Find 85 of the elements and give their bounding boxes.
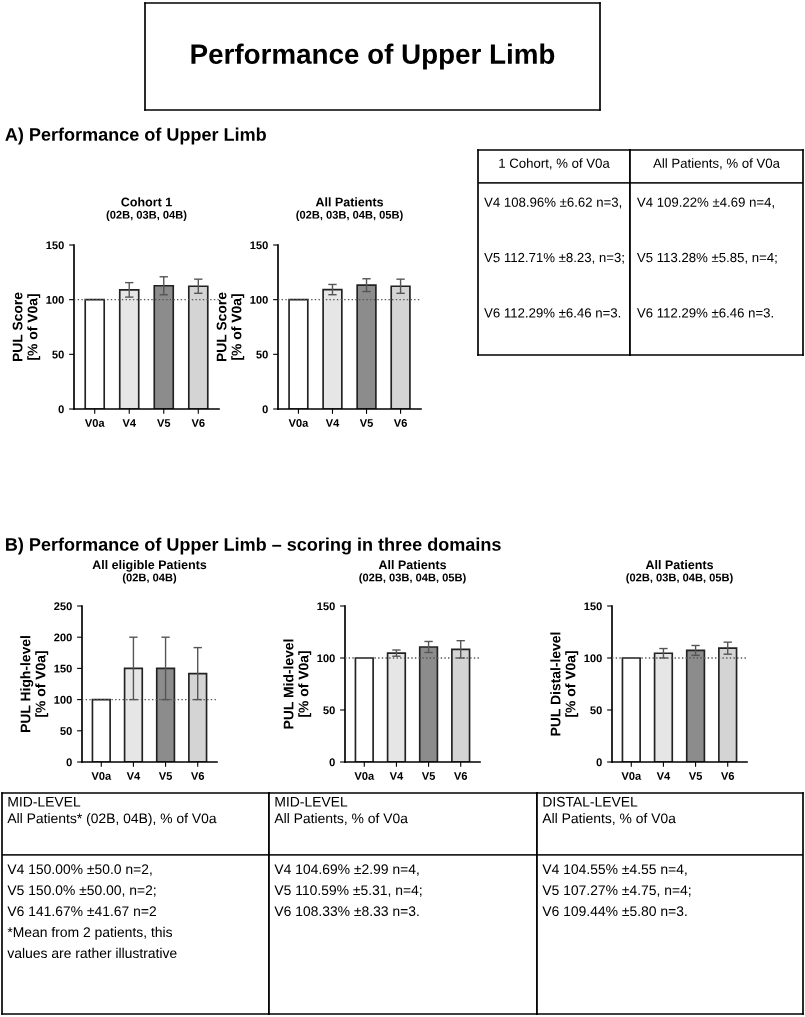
x-tick-label: V4	[656, 772, 671, 780]
y-tick-label: 200	[54, 633, 72, 642]
x-tick-label: V5	[157, 419, 171, 427]
text: V6 141.67% ±41.67 n=2	[7, 906, 156, 917]
chart-title: All Patients	[645, 560, 714, 570]
y-tick-label: 150	[584, 602, 602, 611]
chart-subtitle: (02B, 03B, 04B)	[106, 210, 187, 221]
chart-title: All Patients	[315, 197, 384, 207]
chart-subtitle: (02B, 03B, 04B, 05B)	[296, 210, 403, 221]
x-tick-label: V0a	[288, 419, 309, 427]
y-tick-label: 100	[250, 295, 268, 304]
y-tick-label: 100	[584, 654, 602, 663]
x-tick-label: V5	[158, 772, 173, 780]
x-tick-label: V4	[126, 772, 141, 780]
text: B) Performance of Upper Limb – scoring in three domains	[6, 537, 501, 555]
x-tick-label: V5	[421, 772, 436, 780]
text: Performance of Upper Limb	[191, 43, 555, 70]
y-tick-label: 150	[317, 602, 335, 611]
text: *Mean from 2 patients, this	[7, 926, 173, 940]
text: V4 150.00% ±50.0 n=2,	[7, 864, 152, 876]
y-tick-label: 0	[262, 405, 268, 414]
text: A) Performance of Upper Limb	[5, 127, 266, 145]
x-tick-label: V6	[454, 772, 468, 780]
text: V4 104.69% ±2.99 n=4,	[274, 864, 419, 876]
chart-subtitle: (02B, 03B, 04B, 05B)	[626, 573, 733, 584]
x-tick-label: V0a	[621, 772, 642, 780]
y-tick-label: 50	[52, 350, 64, 359]
y-tick-label: 50	[590, 706, 602, 715]
text: V5 150.0% ±50.00, n=2;	[7, 885, 156, 897]
y-tick-label: 0	[596, 758, 602, 767]
y-tick-label: 100	[317, 654, 335, 663]
chart-subtitle: (02B, 03B, 04B, 05B)	[359, 573, 466, 584]
text: V6 108.33% ±8.33 n=3.	[274, 906, 419, 917]
text: values are rather illustrative	[7, 947, 177, 959]
y-tick-label: 50	[323, 706, 335, 715]
x-tick-label: V4	[122, 419, 136, 427]
y-tick-label: 50	[256, 350, 268, 359]
text: V5 113.28% ±5.85, n=4;	[636, 252, 777, 264]
y-axis-title: PUL High-level [% of V0a]	[20, 636, 49, 732]
text: V5 107.27% ±4.75, n=4;	[542, 885, 691, 897]
y-axis-title: PUL Mid-level [% of V0a]	[283, 639, 312, 729]
y-tick-label: 250	[54, 602, 72, 611]
text: V6 109.44% ±5.80 n=3.	[542, 906, 687, 917]
y-tick-label: 150	[250, 241, 268, 250]
chart-title: All Patients	[378, 560, 447, 570]
x-tick-label: V0a	[354, 772, 375, 780]
y-tick-label: 150	[46, 241, 64, 250]
chart-subtitle: (02B, 04B)	[122, 573, 177, 584]
text: MID-LEVEL	[8, 796, 81, 807]
text: DISTAL-LEVEL	[543, 796, 638, 807]
x-tick-label: V5	[359, 419, 374, 427]
text: MID-LEVEL	[275, 796, 348, 807]
text: V4 108.96% ±6.62 n=3,	[484, 197, 622, 209]
text: All Patients, % of V0a	[542, 813, 676, 825]
y-tick-label: 0	[66, 758, 72, 767]
text: V4 109.22% ±4.69 n=4,	[636, 197, 774, 209]
y-tick-label: 0	[329, 758, 335, 767]
text: All Patients, % of V0a	[274, 813, 408, 825]
text: V5 110.59% ±5.31, n=4;	[274, 885, 422, 897]
x-tick-label: V4	[389, 772, 404, 780]
text: All Patients, % of V0a	[653, 158, 780, 170]
x-tick-label: V6	[721, 772, 735, 780]
y-tick-label: 150	[54, 664, 72, 673]
chart-title: All eligible Patients	[92, 559, 207, 572]
y-tick-label: 0	[58, 405, 64, 414]
y-axis-title: PUL Distal-level [% of V0a]	[550, 632, 579, 736]
x-tick-label: V6	[191, 772, 205, 780]
y-tick-label: 100	[54, 695, 72, 704]
text: V6 112.29% ±6.46 n=3.	[636, 308, 773, 318]
x-tick-label: V0a	[91, 772, 112, 780]
x-tick-label: V6	[191, 419, 205, 427]
x-tick-label: V5	[688, 772, 703, 780]
x-tick-label: V6	[393, 419, 407, 427]
text: 1 Cohort, % of V0a	[499, 158, 610, 170]
text: V5 112.71% ±8.23, n=3;	[484, 252, 624, 264]
y-tick-label: 50	[60, 727, 72, 735]
x-tick-label: V0a	[84, 419, 105, 427]
x-tick-label: V4	[325, 419, 340, 427]
y-axis-title: PUL Score [% of V0a]	[216, 292, 245, 362]
y-axis-title: PUL Score [% of V0a]	[12, 292, 41, 362]
text: All Patients* (02B, 04B), % of V0a	[7, 813, 217, 826]
text: V4 104.55% ±4.55 n=4,	[542, 864, 687, 876]
text: V6 112.29% ±6.46 n=3.	[484, 308, 621, 318]
y-tick-label: 100	[46, 295, 64, 304]
chart-title: Cohort 1	[121, 197, 172, 207]
